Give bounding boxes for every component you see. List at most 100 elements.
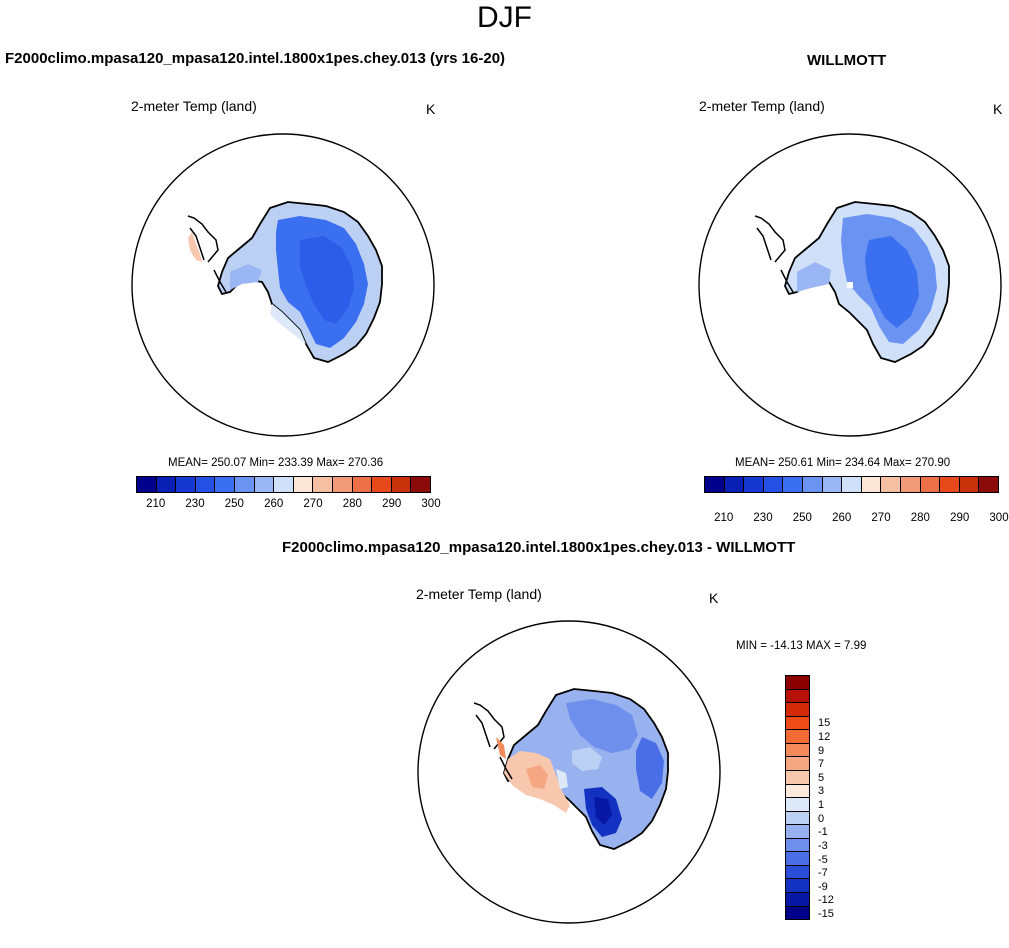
- colorbar-swatch: [705, 477, 725, 492]
- colorbar-tick-label: 290: [382, 498, 402, 510]
- colorbar-swatch: [786, 893, 809, 907]
- colorbar-tick-label: -1: [818, 826, 828, 839]
- obs-units-label: K: [993, 101, 1003, 117]
- colorbar-swatch: [724, 477, 745, 492]
- colorbar-swatch: [786, 676, 809, 690]
- model-case-title: F2000climo.mpasa120_mpasa120.intel.1800x…: [5, 50, 506, 67]
- figure-title: DJF: [477, 1, 532, 34]
- colorbar-tick-label: -5: [818, 853, 828, 866]
- diff-colorbar-ticks: 15 12 9 7 5 3 1 0 -1 -3 -5 -7 -9 -12 -15: [818, 703, 858, 948]
- colorbar-swatch: [786, 770, 809, 785]
- colorbar-swatch: [786, 906, 809, 920]
- colorbar-tick-label: 250: [224, 498, 244, 510]
- colorbar-swatch: [786, 730, 809, 744]
- model-stats: MEAN= 250.07 Min= 233.39 Max= 270.36: [168, 457, 384, 469]
- colorbar-swatch: [920, 477, 941, 492]
- colorbar-tick-label: -12: [818, 894, 834, 907]
- diff-units-label: K: [709, 590, 719, 606]
- colorbar-swatch: [786, 825, 809, 839]
- colorbar-tick-label: -9: [818, 880, 828, 893]
- colorbar-swatch: [802, 477, 823, 492]
- colorbar-swatch: [940, 477, 960, 492]
- colorbar-swatch: [234, 477, 255, 492]
- diff-variable-label: 2-meter Temp (land): [416, 586, 542, 602]
- diff-map: [417, 620, 721, 924]
- colorbar-swatch: [783, 477, 803, 492]
- colorbar-swatch: [881, 477, 901, 492]
- colorbar-swatch: [786, 757, 809, 771]
- colorbar-tick-label: 7: [818, 758, 825, 771]
- colorbar-tick-label: 250: [792, 512, 812, 524]
- colorbar-tick-label: 0: [818, 812, 825, 825]
- colorbar-swatch: [215, 477, 235, 492]
- colorbar-tick-label: 210: [714, 512, 734, 524]
- colorbar-swatch: [822, 477, 843, 492]
- colorbar-tick-label: -7: [818, 867, 828, 880]
- model-colorbar-ticks: 210 230 250 260 270 280 290 300: [136, 498, 441, 512]
- colorbar-swatch: [156, 477, 177, 492]
- colorbar-tick-label: 230: [185, 498, 205, 510]
- colorbar-tick-label: 280: [342, 498, 362, 510]
- colorbar-tick-label: 210: [146, 498, 166, 510]
- colorbar-swatch: [763, 477, 784, 492]
- obs-variable-label: 2-meter Temp (land): [699, 98, 825, 114]
- colorbar-swatch: [786, 798, 809, 812]
- diff-antarctica: [473, 688, 669, 850]
- model-antarctica: [187, 201, 383, 363]
- colorbar-tick-label: 300: [421, 498, 441, 510]
- colorbar-swatch: [786, 716, 809, 731]
- model-colorbar: [136, 476, 431, 493]
- colorbar-swatch: [176, 477, 196, 492]
- colorbar-swatch: [786, 865, 809, 880]
- colorbar-swatch: [786, 838, 809, 853]
- colorbar-tick-label: 1: [818, 799, 825, 812]
- obs-antarctica: [754, 201, 950, 363]
- colorbar-swatch: [274, 477, 294, 492]
- colorbar-swatch: [900, 477, 921, 492]
- obs-colorbar: [704, 476, 999, 493]
- obs-stats: MEAN= 250.61 Min= 234.64 Max= 270.90: [735, 457, 951, 469]
- diff-colorbar: [785, 675, 810, 920]
- colorbar-tick-label: 300: [989, 512, 1009, 524]
- colorbar-swatch: [137, 477, 157, 492]
- colorbar-swatch: [254, 477, 275, 492]
- colorbar-tick-label: 270: [871, 512, 891, 524]
- colorbar-swatch: [786, 811, 809, 826]
- diff-case-title: F2000climo.mpasa120_mpasa120.intel.1800x…: [282, 539, 796, 556]
- colorbar-tick-label: -15: [818, 907, 834, 920]
- colorbar-swatch: [391, 477, 412, 492]
- colorbar-tick-label: 230: [753, 512, 773, 524]
- colorbar-tick-label: 5: [818, 771, 825, 784]
- colorbar-tick-label: 260: [264, 498, 284, 510]
- diff-stats: MIN = -14.13 MAX = 7.99: [736, 640, 867, 652]
- colorbar-swatch: [293, 477, 314, 492]
- colorbar-tick-label: 260: [832, 512, 852, 524]
- colorbar-swatch: [786, 703, 809, 717]
- colorbar-swatch: [313, 477, 333, 492]
- colorbar-tick-label: 280: [910, 512, 930, 524]
- colorbar-swatch: [332, 477, 353, 492]
- colorbar-swatch: [842, 477, 862, 492]
- colorbar-swatch: [411, 477, 430, 492]
- obs-map: [698, 133, 1002, 437]
- colorbar-tick-label: 9: [818, 744, 825, 757]
- colorbar-tick-label: -3: [818, 839, 828, 852]
- colorbar-swatch: [372, 477, 392, 492]
- obs-colorbar-ticks: 210 230 250 260 270 280 290 300: [704, 512, 1009, 526]
- colorbar-swatch: [786, 784, 809, 799]
- colorbar-swatch: [979, 477, 998, 492]
- colorbar-swatch: [352, 477, 373, 492]
- colorbar-tick-label: 3: [818, 785, 825, 798]
- model-units-label: K: [426, 101, 436, 117]
- colorbar-tick-label: 290: [950, 512, 970, 524]
- colorbar-swatch: [195, 477, 216, 492]
- colorbar-swatch: [786, 743, 809, 758]
- colorbar-swatch: [861, 477, 882, 492]
- model-map: [131, 133, 435, 437]
- colorbar-swatch: [786, 879, 809, 893]
- colorbar-tick-label: 15: [818, 717, 831, 730]
- colorbar-tick-label: 12: [818, 731, 831, 744]
- colorbar-swatch: [786, 852, 809, 866]
- colorbar-tick-label: 270: [303, 498, 323, 510]
- obs-case-title: WILLMOTT: [807, 52, 887, 69]
